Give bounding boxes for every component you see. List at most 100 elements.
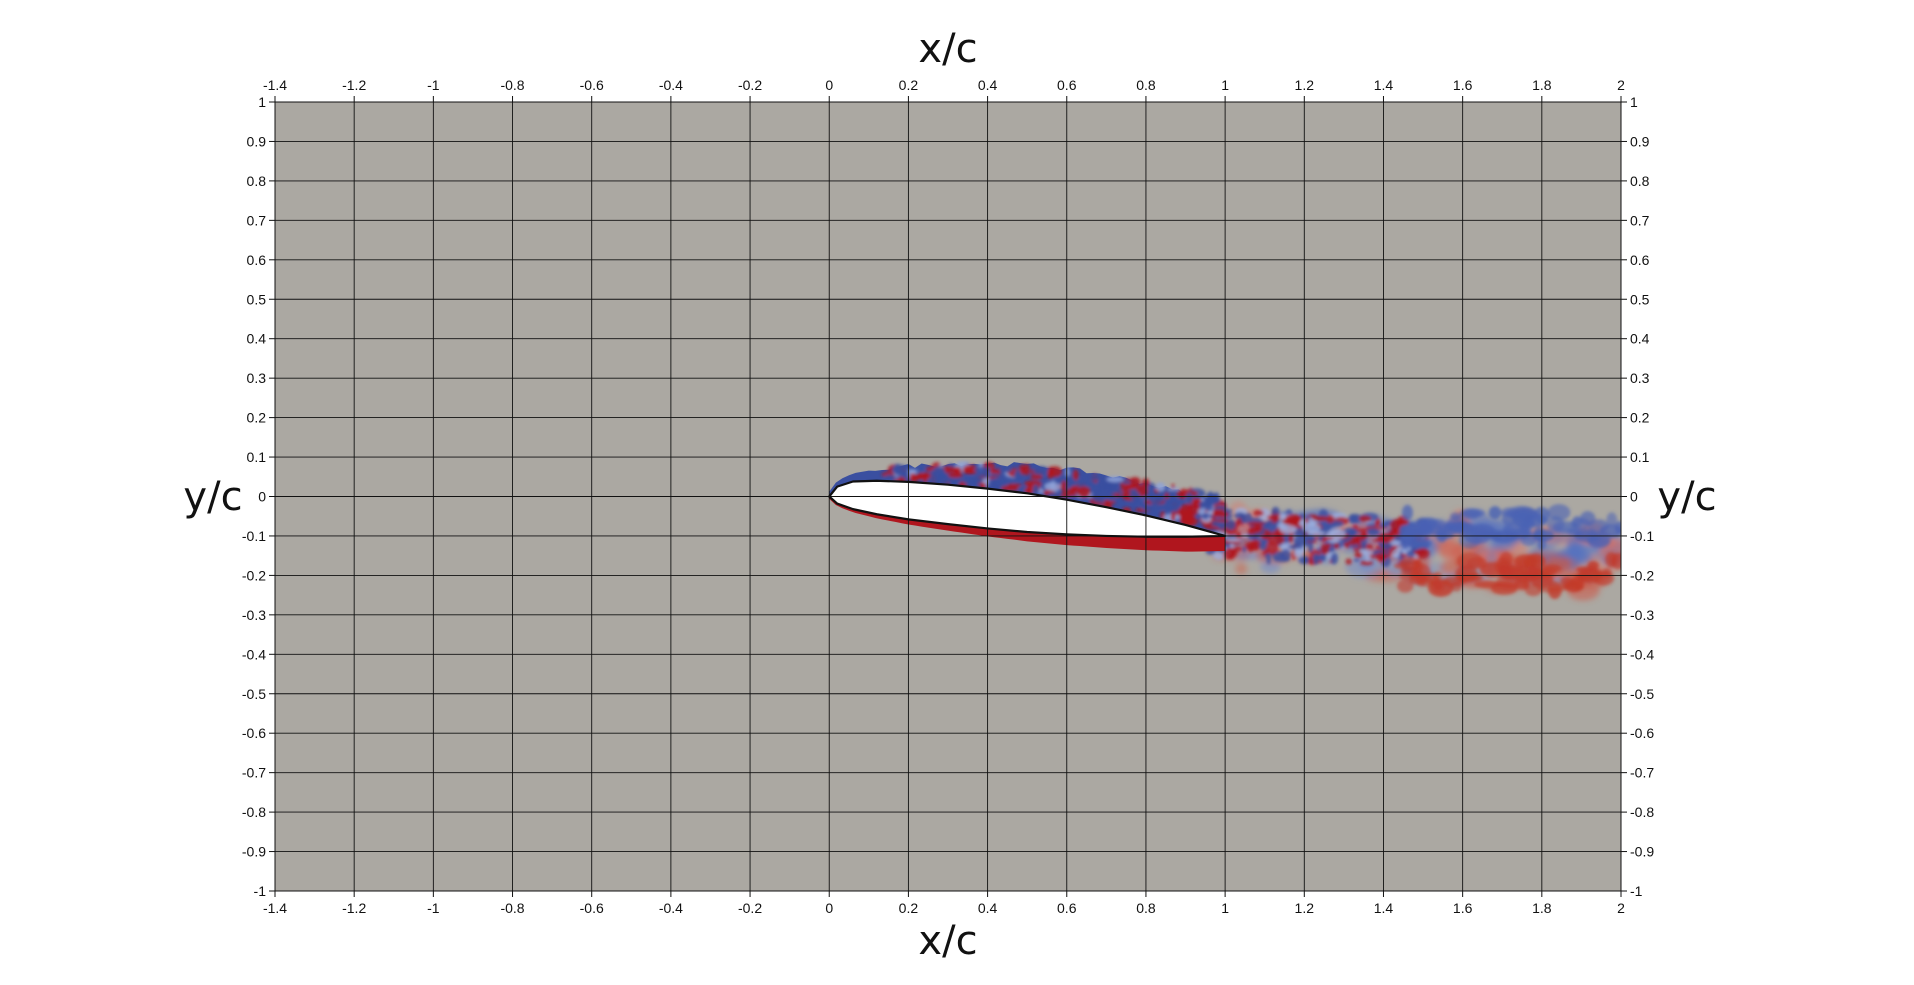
x-tick-label-top: 0 <box>825 77 833 93</box>
vortex-eddy <box>1164 492 1169 500</box>
y-tick-label-left: -0.6 <box>242 725 266 741</box>
wake-eddy <box>1345 558 1352 565</box>
far-wake-eddy <box>1537 585 1566 593</box>
wake-eddy <box>1320 543 1330 555</box>
wake-eddy <box>1239 512 1246 518</box>
x-tick-label-top: 0.2 <box>899 77 919 93</box>
vortex-eddy <box>1090 474 1099 481</box>
y-tick-label-right: 0.5 <box>1630 291 1650 307</box>
x-tick-label-bottom: 1.4 <box>1374 900 1394 916</box>
wake-eddy <box>1278 513 1286 520</box>
grid-lines <box>274 101 1622 892</box>
vortex-eddy <box>1149 496 1164 505</box>
wake-eddy <box>1353 558 1360 562</box>
far-wake-eddy <box>1455 565 1478 583</box>
y-tick-label-right: -0.7 <box>1630 765 1654 781</box>
y-tick-label-left: -0.4 <box>242 646 266 662</box>
vortex-eddy <box>1166 499 1180 513</box>
wake-eddy <box>1253 509 1264 517</box>
x-tick-label-top: 0.6 <box>1057 77 1077 93</box>
vortex-eddy <box>1072 469 1079 481</box>
wake-eddy <box>1377 532 1395 544</box>
far-wake-eddy <box>1418 517 1438 528</box>
x-tick-label-bottom: 0.8 <box>1136 900 1156 916</box>
far-wake-eddy <box>1401 504 1413 521</box>
y-tick-label-left: 0.1 <box>247 449 267 465</box>
wake-eddy <box>1242 546 1247 553</box>
wake-eddy <box>1235 531 1242 544</box>
x-tick-label-bottom: -1 <box>427 900 440 916</box>
wake-eddy <box>1326 514 1335 524</box>
x-tick-label-top: 1.8 <box>1532 77 1552 93</box>
y-tick-label-right: -0.3 <box>1630 607 1654 623</box>
far-wake-eddy <box>1587 560 1599 571</box>
vortex-eddy <box>962 464 978 474</box>
vortex-eddy <box>973 466 992 474</box>
wake-eddy <box>1330 553 1339 565</box>
wake-eddy <box>1288 544 1303 550</box>
vortex-eddy <box>1106 494 1117 502</box>
far-wake-eddy <box>1521 559 1532 566</box>
x-tick-label-bottom: -0.2 <box>738 900 762 916</box>
far-wake-eddy <box>1418 578 1436 587</box>
y-tick-label-left: -0.8 <box>242 804 266 820</box>
y-tick-label-right: -0.6 <box>1630 725 1654 741</box>
y-tick-label-right: 0.4 <box>1630 331 1650 347</box>
wake-eddy <box>1312 553 1320 565</box>
far-wake-eddy <box>1547 504 1571 521</box>
y-tick-label-right: -1 <box>1630 883 1643 899</box>
wake-eddy <box>1350 513 1363 524</box>
wake-eddy <box>1375 522 1381 526</box>
far-wake-eddy <box>1586 531 1612 549</box>
y-tick-label-left: 0.2 <box>247 410 267 426</box>
y-tick-label-right: 0.6 <box>1630 252 1650 268</box>
vortex-eddy <box>1155 482 1166 492</box>
far-wake-eddy <box>1605 552 1618 568</box>
y-tick-label-right: -0.5 <box>1630 686 1654 702</box>
far-wake-eddy <box>1461 508 1485 518</box>
vortex-eddy <box>939 470 946 478</box>
vortex-eddy <box>925 466 933 472</box>
vortex-eddy <box>1007 483 1023 487</box>
wake-eddy <box>1360 560 1374 566</box>
y-tick-label-left: -0.3 <box>242 607 266 623</box>
wake-eddy <box>1354 551 1363 558</box>
y-tick-label-left: -0.5 <box>242 686 266 702</box>
wake-eddy <box>1248 526 1262 534</box>
x-tick-label-bottom: -0.4 <box>659 900 683 916</box>
far-wake-eddy <box>1592 570 1615 586</box>
wake-eddy <box>1302 523 1321 533</box>
wake-blob <box>1553 549 1584 559</box>
y-tick-label-right: 0.9 <box>1630 133 1650 149</box>
vortex-eddy <box>1023 463 1030 476</box>
y-tick-label-right: -0.8 <box>1630 804 1654 820</box>
wake-eddy <box>1359 549 1374 556</box>
y-tick-label-left: 0.8 <box>247 173 267 189</box>
x-tick-label-bottom: -1.4 <box>263 900 287 916</box>
y-tick-label-right: 0.2 <box>1630 410 1650 426</box>
vortex-eddy <box>1061 480 1067 489</box>
x-tick-label-top: 0.8 <box>1136 77 1156 93</box>
y-tick-label-left: 0.9 <box>247 133 267 149</box>
vortex-eddy <box>1170 511 1176 522</box>
y-tick-label-right: 0.7 <box>1630 212 1650 228</box>
wake-eddy <box>1215 519 1229 523</box>
wake-eddy <box>1225 538 1242 542</box>
y-tick-label-left: 0.6 <box>247 252 267 268</box>
vortex-eddy <box>1047 466 1063 478</box>
y-tick-label-right: 0.8 <box>1630 173 1650 189</box>
wake-eddy <box>1223 547 1238 558</box>
y-tick-label-left: -1 <box>254 883 267 899</box>
x-tick-label-bottom: 0.4 <box>978 900 998 916</box>
far-wake-eddy <box>1451 580 1462 592</box>
wake-eddy <box>1290 515 1301 525</box>
wake-eddy <box>1246 522 1265 526</box>
upper-eddies <box>881 461 1621 600</box>
wake-eddy <box>1267 535 1285 545</box>
y-tick-label-right: -0.9 <box>1630 844 1654 860</box>
wake-eddy <box>1333 543 1340 549</box>
wake-eddy <box>1374 553 1388 560</box>
far-wake-eddy <box>1450 512 1462 521</box>
wake-eddy <box>1358 515 1372 522</box>
y-tick-label-left: 1 <box>258 94 266 110</box>
